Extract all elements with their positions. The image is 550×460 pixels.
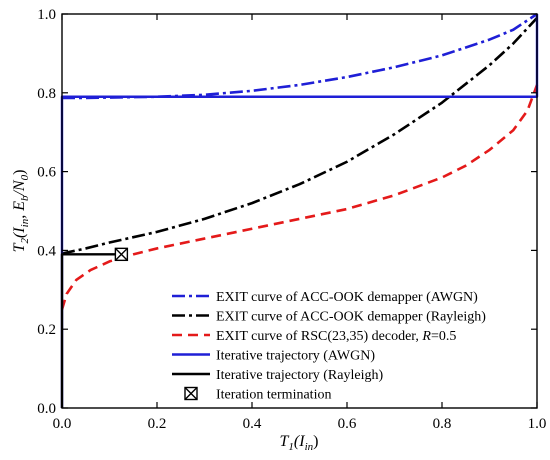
x-tick-label: 0.6 — [338, 416, 357, 432]
x-tick-label: 0.4 — [243, 416, 262, 432]
legend-label-4: Iterative trajectory (Rayleigh) — [216, 368, 383, 383]
legend-label-0: EXIT curve of ACC-OOK demapper (AWGN) — [216, 290, 478, 305]
y-tick-label: 0.4 — [37, 243, 56, 259]
legend-label-3: Iterative trajectory (AWGN) — [216, 349, 375, 364]
x-tick-label: 0.2 — [148, 416, 167, 432]
y-axis-label: T2(Iin, Eb/N0) — [11, 170, 31, 253]
y-tick-label: 0.6 — [37, 165, 56, 181]
y-tick-label: 1.0 — [37, 7, 56, 23]
x-axis-label: T1(Iin) — [280, 433, 319, 453]
series-line-0 — [62, 12, 538, 100]
x-tick-label: 0.0 — [53, 416, 72, 432]
y-tick-label: 0.8 — [37, 86, 56, 102]
legend-label-2: EXIT curve of RSC(23,35) decoder, R=0.5 — [216, 329, 456, 344]
series-line-2 — [60, 84, 539, 310]
legend-label-1: EXIT curve of ACC-OOK demapper (Rayleigh… — [216, 310, 486, 325]
axis-ticks: 0.0 0.2 0.4 0.6 0.8 1.0 0.0 0.2 0.4 0.6 0.8 1.0 — [37, 7, 546, 432]
termination-marker-0 — [114, 247, 129, 262]
series-line-4 — [60, 253, 122, 408]
series-line-1 — [61, 17, 538, 255]
legend-label-marker-0: Iteration termination — [216, 388, 331, 403]
y-tick-label: 0.0 — [37, 401, 56, 417]
y-tick-label: 0.2 — [37, 322, 56, 338]
legend-marker-0 — [184, 386, 198, 401]
plot-frame — [61, 13, 538, 409]
x-tick-label: 1.0 — [528, 416, 547, 432]
legend: EXIT curve of ACC-OOK demapper (AWGN) EXI… — [172, 290, 486, 403]
x-tick-label: 0.8 — [433, 416, 452, 432]
